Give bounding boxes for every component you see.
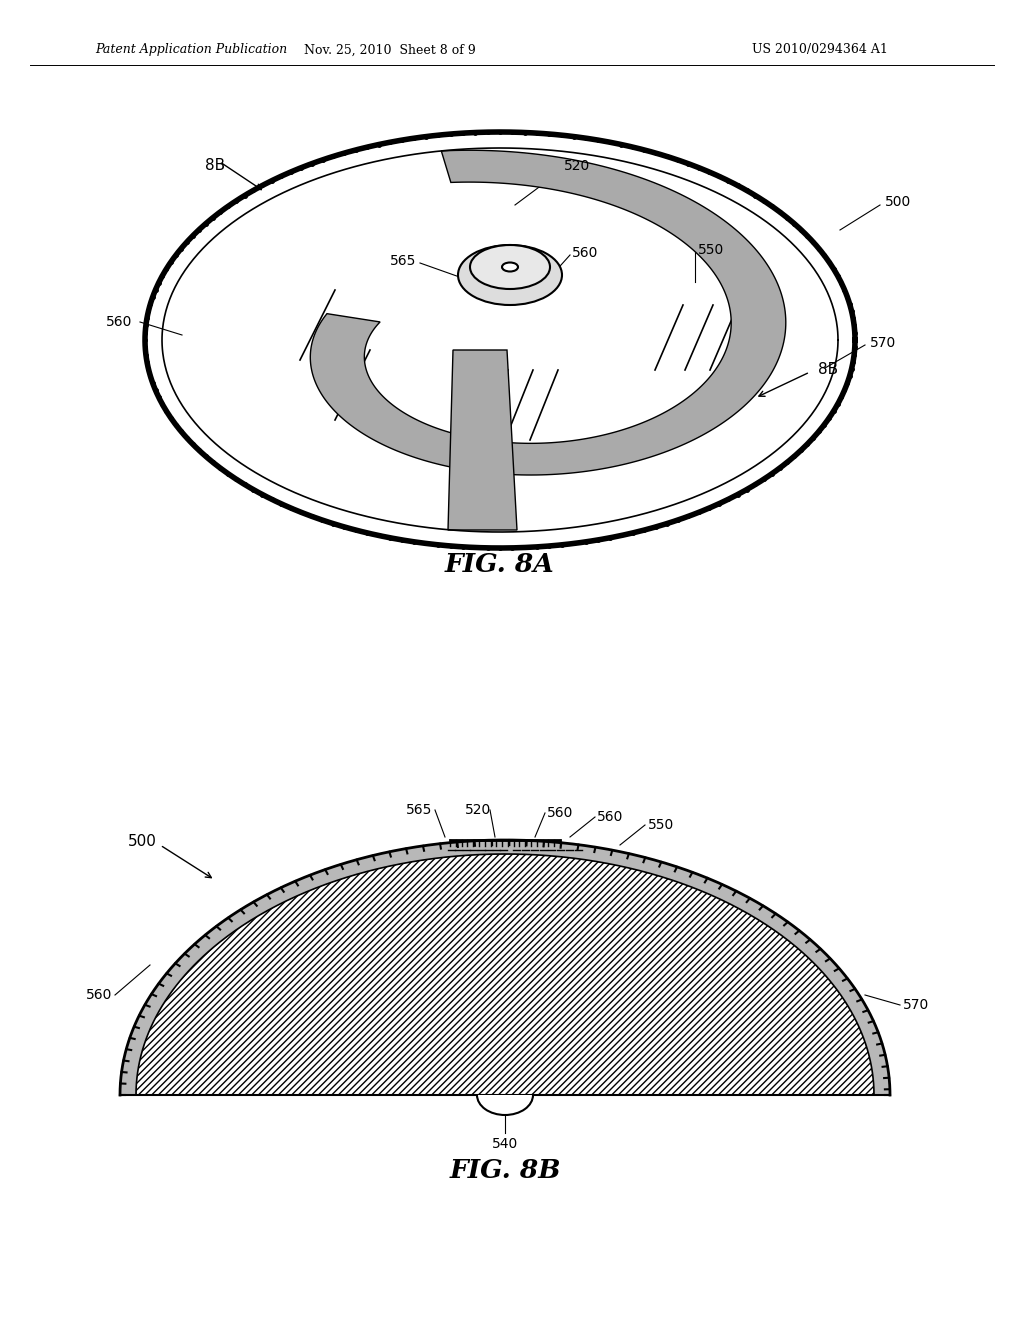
Text: Patent Application Publication: Patent Application Publication	[95, 44, 287, 57]
Text: 500: 500	[885, 195, 911, 209]
Text: 560: 560	[572, 246, 598, 260]
Text: 8B: 8B	[205, 157, 225, 173]
Text: FIG. 8B: FIG. 8B	[450, 1158, 561, 1183]
Text: 540: 540	[492, 1137, 518, 1151]
Text: 560: 560	[86, 987, 112, 1002]
Ellipse shape	[458, 246, 562, 305]
Ellipse shape	[470, 246, 550, 289]
Text: 500: 500	[128, 834, 157, 850]
Polygon shape	[120, 840, 890, 1096]
Polygon shape	[449, 350, 517, 531]
Text: Nov. 25, 2010  Sheet 8 of 9: Nov. 25, 2010 Sheet 8 of 9	[304, 44, 476, 57]
Text: 560: 560	[547, 807, 573, 820]
Text: 565: 565	[389, 253, 416, 268]
Text: FIG. 8A: FIG. 8A	[445, 553, 555, 578]
Text: 565: 565	[406, 803, 432, 817]
Text: 570: 570	[870, 337, 896, 350]
Text: 570: 570	[903, 998, 929, 1012]
Text: 8B: 8B	[818, 363, 838, 378]
Text: 520: 520	[564, 158, 590, 173]
Polygon shape	[310, 150, 785, 475]
Text: 550: 550	[648, 818, 674, 832]
Polygon shape	[145, 132, 855, 548]
Text: 560: 560	[597, 810, 624, 824]
Polygon shape	[477, 1096, 534, 1115]
Polygon shape	[136, 854, 874, 1096]
Text: 550: 550	[698, 243, 724, 257]
Text: 560: 560	[105, 315, 132, 329]
Text: 520: 520	[465, 803, 490, 817]
Text: US 2010/0294364 A1: US 2010/0294364 A1	[752, 44, 888, 57]
Ellipse shape	[502, 263, 518, 272]
